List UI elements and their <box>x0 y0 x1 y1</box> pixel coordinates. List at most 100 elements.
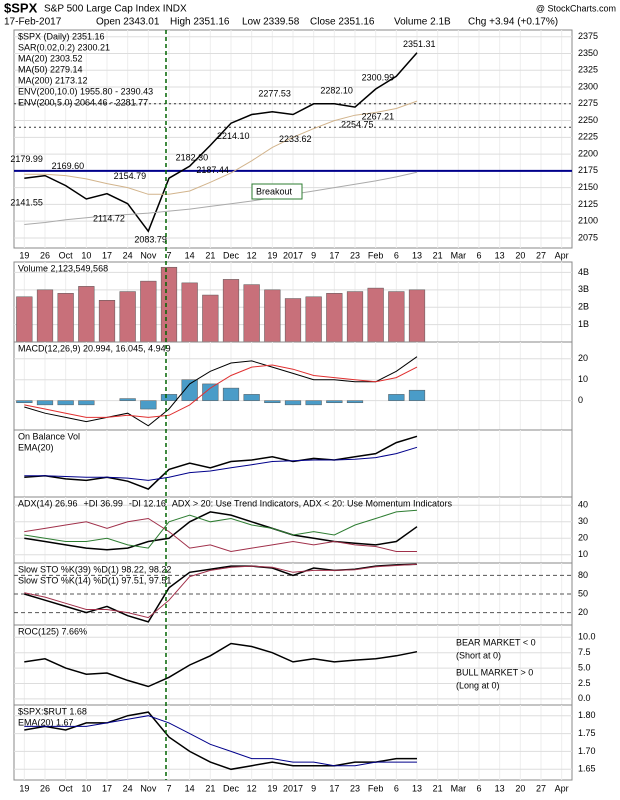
y-tick-label: 50 <box>578 588 588 598</box>
price-label: 2114.72 <box>93 214 125 224</box>
y-tick-label: 2325 <box>578 65 598 75</box>
x-tick-label: 21 <box>433 250 443 260</box>
y-tick-label: 4B <box>578 267 589 277</box>
x-tick-label: 14 <box>185 783 195 793</box>
price-label: 2182.30 <box>176 152 209 162</box>
bar <box>388 291 405 343</box>
bar <box>160 266 178 343</box>
series-line <box>24 356 418 427</box>
bar <box>388 394 405 401</box>
series-line <box>24 517 417 553</box>
series-line <box>24 100 418 195</box>
y-tick-label: 2.5 <box>578 678 591 688</box>
y-tick-label: 10 <box>578 374 588 384</box>
x-tick-label: 10 <box>81 250 91 260</box>
volume: Volume 2.1B <box>394 17 451 28</box>
x-tick-label: 10 <box>81 783 91 793</box>
x-tick-label: 20 <box>515 250 525 260</box>
y-tick-label: 2225 <box>578 132 598 142</box>
brand: @ StockCharts.com <box>536 3 616 13</box>
x-tick-label: 17 <box>102 783 112 793</box>
price-label: 2300.99 <box>362 73 395 83</box>
bar <box>222 279 240 343</box>
x-tick-label: 21 <box>433 783 443 793</box>
bar <box>264 289 281 343</box>
x-tick-label: 19 <box>267 783 277 793</box>
series-line <box>24 435 418 490</box>
bar <box>36 289 54 343</box>
bar <box>202 383 219 401</box>
y-tick-label: 20 <box>578 353 588 363</box>
x-tick-label: 17 <box>329 250 339 260</box>
bar <box>119 398 136 401</box>
bar <box>36 400 54 406</box>
legend-entry: MA(20) 2303.52 <box>18 53 83 63</box>
bar <box>16 400 33 404</box>
x-tick-label: 27 <box>536 250 546 260</box>
bar <box>305 296 322 343</box>
y-tick-label: 0 <box>578 395 583 405</box>
y-tick-label: 2275 <box>578 98 598 108</box>
index-name: S&P 500 Large Cap Index INDX <box>44 4 187 15</box>
bar <box>305 400 322 406</box>
price-label: 2187.44 <box>196 165 229 175</box>
y-tick-label: 2175 <box>578 165 598 175</box>
x-tick-label: 21 <box>205 783 215 793</box>
legend-entry: MA(50) 2279.14 <box>18 64 83 74</box>
x-tick-label: 17 <box>102 250 112 260</box>
y-tick-label: 2100 <box>578 216 598 226</box>
x-tick-label: 12 <box>247 783 257 793</box>
price-label: 2083.79 <box>134 234 167 244</box>
x-tick-label: 23 <box>350 783 360 793</box>
y-tick-label: 20 <box>578 607 588 617</box>
bar <box>140 280 157 343</box>
bar <box>181 379 198 401</box>
y-tick-label: 1.70 <box>578 746 596 756</box>
price-label: 2233.62 <box>279 134 312 144</box>
price-label: 2254.75 <box>341 120 374 130</box>
price-label: 2267.21 <box>362 111 395 121</box>
y-tick-label: 2300 <box>578 81 598 91</box>
legend-entry: MA(200) 2173.12 <box>18 75 88 85</box>
y-tick-label: 1.65 <box>578 764 596 774</box>
series-line <box>24 364 418 418</box>
x-tick-label: Apr <box>555 250 569 260</box>
legend-entry: ROC(125) 7.66% <box>18 626 87 636</box>
x-tick-label: 7 <box>166 783 171 793</box>
price-label: 2282.10 <box>320 85 353 95</box>
bar <box>326 293 343 343</box>
x-tick-label: 9 <box>311 250 316 260</box>
x-tick-label: 14 <box>185 250 195 260</box>
price-label: 2214.10 <box>217 131 250 141</box>
x-tick-label: Apr <box>555 783 569 793</box>
y-tick-label: 2350 <box>578 48 598 58</box>
x-tick-label: 13 <box>412 250 422 260</box>
market-note: (Short at 0) <box>456 650 501 660</box>
x-tick-label: 26 <box>40 250 50 260</box>
change: Chg +3.94 (+0.17%) <box>468 17 558 28</box>
high: High 2351.16 <box>170 17 230 28</box>
price-label: 2277.53 <box>258 88 291 98</box>
bar <box>78 286 95 343</box>
legend-entry: SAR(0.02,0.2) 2300.21 <box>18 42 110 52</box>
series-line <box>24 52 418 233</box>
legend-entry: $SPX (Daily) 2351.16 <box>18 31 105 41</box>
bar <box>346 400 364 404</box>
bar <box>367 287 384 343</box>
bar <box>98 300 116 343</box>
x-tick-label: 13 <box>495 783 505 793</box>
series-line <box>24 711 417 771</box>
bar <box>243 394 260 401</box>
legend-entry: On Balance Vol <box>18 431 80 441</box>
price-label: 2351.31 <box>403 39 436 49</box>
legend-entry: Slow STO %K(14) %D(1) 97.51, 97.51 <box>18 575 171 585</box>
y-tick-label: 1.75 <box>578 728 596 738</box>
x-tick-label: 2017 <box>283 250 303 260</box>
x-tick-label: 6 <box>476 783 481 793</box>
series-line <box>24 715 417 767</box>
low: Low 2339.58 <box>242 17 300 28</box>
x-tick-label: Oct <box>59 783 74 793</box>
x-tick-label: 19 <box>19 783 29 793</box>
bar <box>243 284 260 343</box>
